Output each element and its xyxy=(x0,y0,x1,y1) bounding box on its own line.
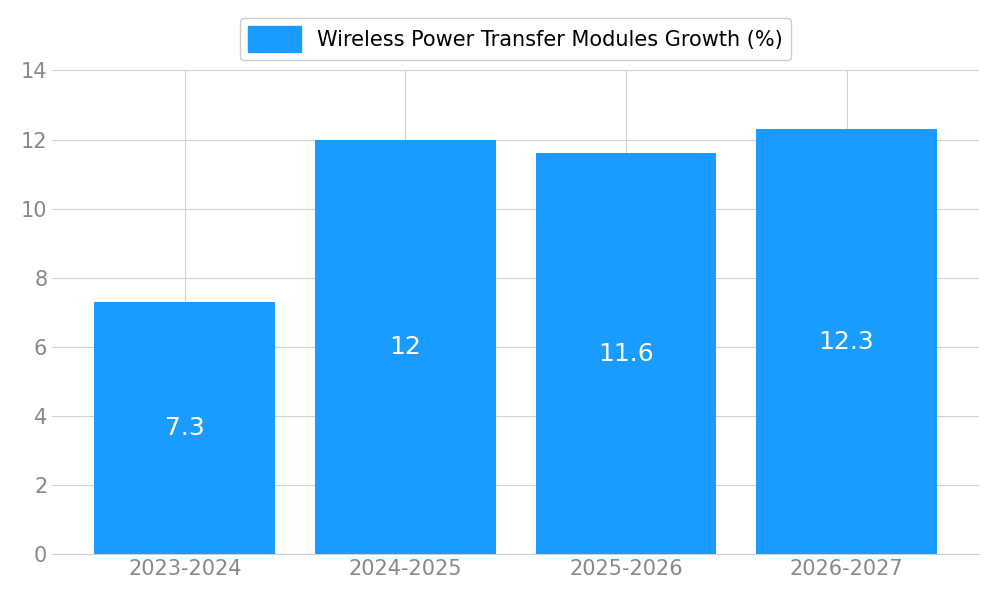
Text: 12.3: 12.3 xyxy=(819,330,874,354)
Bar xyxy=(536,154,716,554)
Bar xyxy=(94,302,275,554)
Text: 11.6: 11.6 xyxy=(598,342,654,366)
Text: 7.3: 7.3 xyxy=(165,416,205,440)
Bar xyxy=(315,140,496,554)
Bar xyxy=(756,129,937,554)
Text: 12: 12 xyxy=(389,335,421,359)
Legend: Wireless Power Transfer Modules Growth (%): Wireless Power Transfer Modules Growth (… xyxy=(240,18,791,60)
